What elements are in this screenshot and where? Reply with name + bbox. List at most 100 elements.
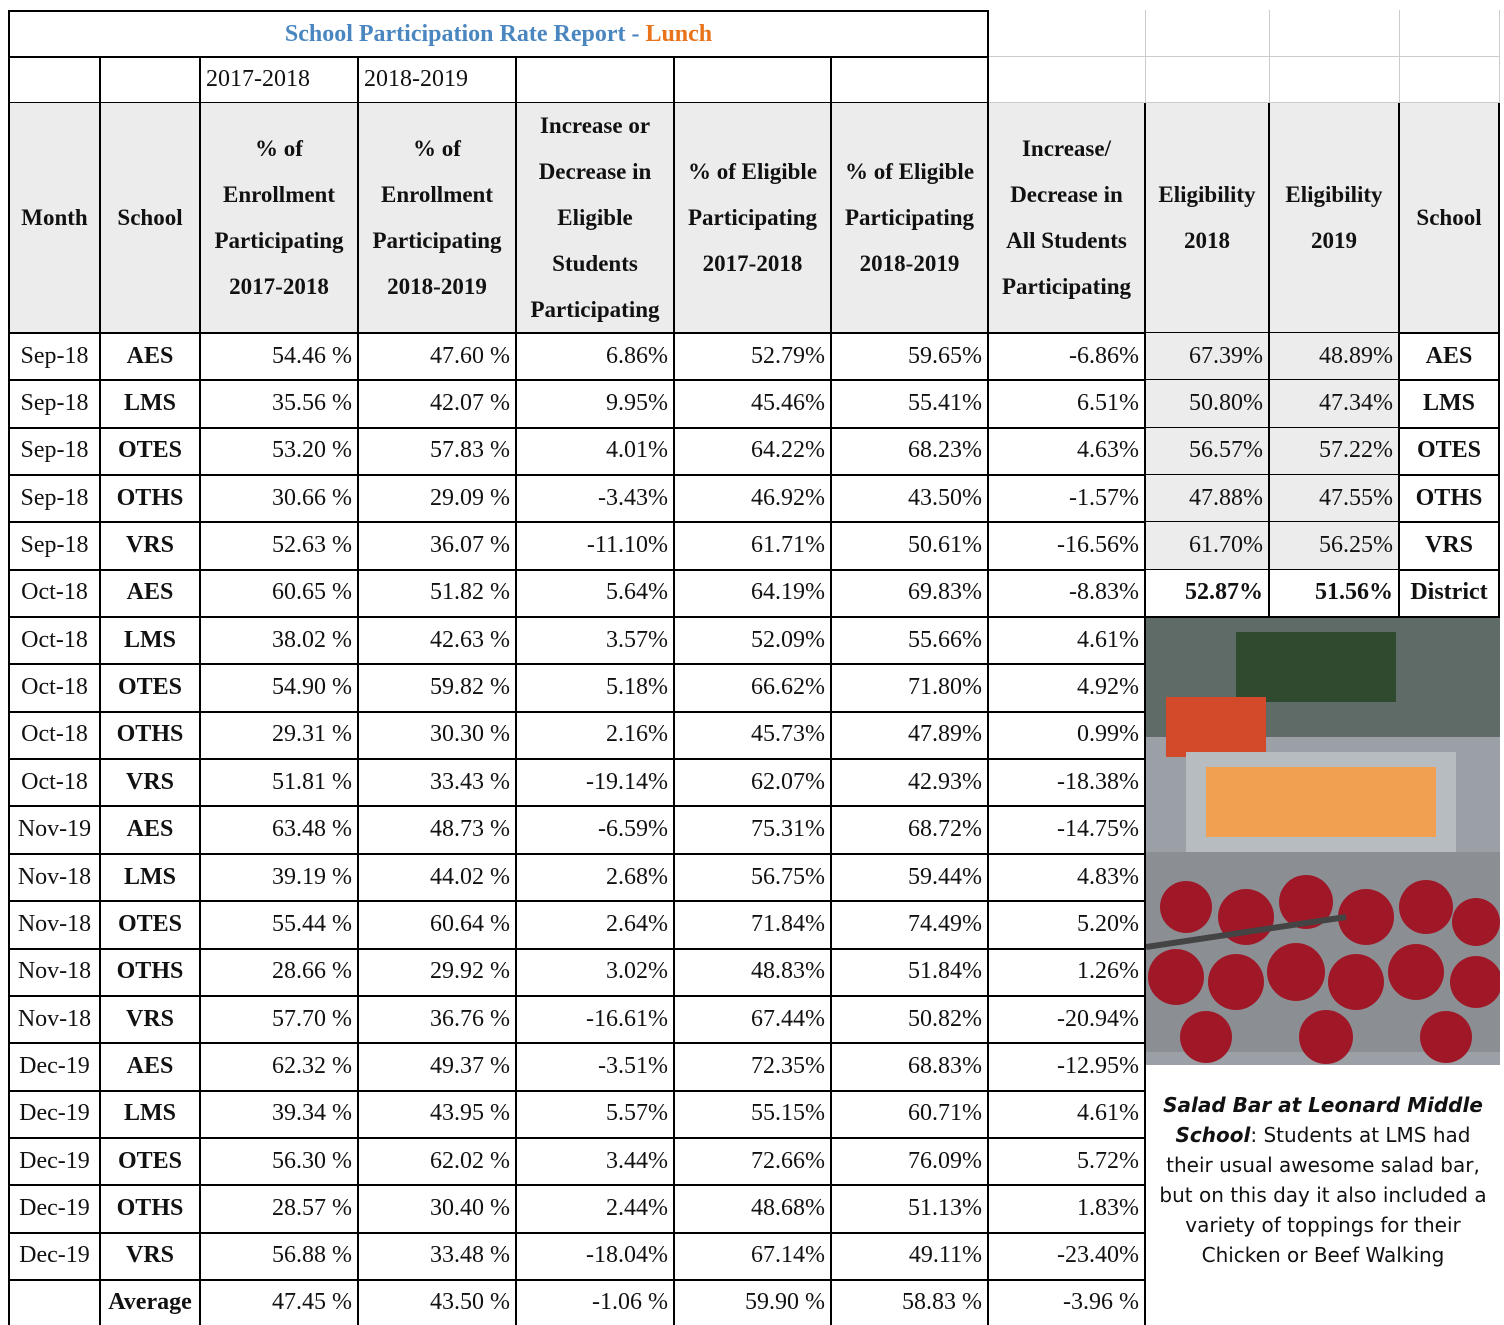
- title-cell: School Participation Rate Report - Lunch: [8, 10, 989, 58]
- value: -12.95%: [989, 1043, 1146, 1091]
- eligibility-value: 51.56%: [1270, 570, 1400, 618]
- value: 52.79%: [675, 333, 832, 381]
- average-value: 59.90 %: [675, 1280, 832, 1325]
- value: 1.83%: [989, 1185, 1146, 1233]
- value: 51.84%: [832, 949, 989, 997]
- month: Sep-18: [8, 475, 101, 523]
- month: Sep-18: [8, 333, 101, 381]
- school: AES: [101, 807, 201, 855]
- column-header: Eligibility 2018: [1146, 103, 1270, 334]
- value: 55.41%: [832, 380, 989, 428]
- value: -3.51%: [517, 1043, 675, 1091]
- value: 0.99%: [989, 712, 1146, 760]
- value: 29.31 %: [201, 712, 359, 760]
- empty-cell: [1146, 10, 1270, 57]
- value: 44.02 %: [359, 854, 517, 902]
- value: 33.43 %: [359, 759, 517, 807]
- value: 2.64%: [517, 901, 675, 949]
- value: -18.38%: [989, 759, 1146, 807]
- column-header: Eligibility 2019: [1270, 103, 1400, 334]
- value: 3.02%: [517, 949, 675, 997]
- value: 1.26%: [989, 949, 1146, 997]
- eligibility-value: 61.70%: [1146, 522, 1270, 570]
- value: 6.51%: [989, 380, 1146, 428]
- value: 63.48 %: [201, 807, 359, 855]
- value: 28.57 %: [201, 1185, 359, 1233]
- average-value: 47.45 %: [201, 1280, 359, 1325]
- value: 52.63 %: [201, 522, 359, 570]
- eligibility-school: AES: [1400, 333, 1500, 381]
- value: 60.65 %: [201, 570, 359, 618]
- value: 76.09%: [832, 1138, 989, 1186]
- value: 42.63 %: [359, 617, 517, 665]
- school: LMS: [101, 1091, 201, 1139]
- title: School Participation Rate Report -: [285, 21, 646, 48]
- value: 36.76 %: [359, 996, 517, 1044]
- empty-cell: [989, 10, 1146, 57]
- value: -8.83%: [989, 570, 1146, 618]
- eligibility-value: 56.57%: [1146, 428, 1270, 476]
- month: Oct-18: [8, 712, 101, 760]
- value: 71.84%: [675, 901, 832, 949]
- eligibility-school: OTES: [1400, 428, 1500, 476]
- value: 30.30 %: [359, 712, 517, 760]
- empty-cell: [1400, 10, 1500, 57]
- month: Nov-18: [8, 949, 101, 997]
- value: 56.75%: [675, 854, 832, 902]
- month: Nov-18: [8, 901, 101, 949]
- value: -20.94%: [989, 996, 1146, 1044]
- school: LMS: [101, 617, 201, 665]
- value: 60.64 %: [359, 901, 517, 949]
- value: 55.66%: [832, 617, 989, 665]
- value: 49.37 %: [359, 1043, 517, 1091]
- average-value: 43.50 %: [359, 1280, 517, 1325]
- empty-cell: [8, 57, 101, 104]
- column-header: % of Eligible Participating 2017-2018: [675, 103, 832, 334]
- value: 48.73 %: [359, 807, 517, 855]
- value: 33.48 %: [359, 1233, 517, 1281]
- value: 59.44%: [832, 854, 989, 902]
- eligibility-value: 48.89%: [1270, 333, 1400, 381]
- school: OTHS: [101, 1185, 201, 1233]
- eligibility-school: District: [1400, 570, 1500, 618]
- value: -18.04%: [517, 1233, 675, 1281]
- value: 66.62%: [675, 664, 832, 712]
- value: -19.14%: [517, 759, 675, 807]
- value: 69.83%: [832, 570, 989, 618]
- value: 4.61%: [989, 617, 1146, 665]
- column-header: % of Eligible Participating 2018-2019: [832, 103, 989, 334]
- value: 2.68%: [517, 854, 675, 902]
- empty-cell: [101, 57, 201, 104]
- eligibility-value: 57.22%: [1270, 428, 1400, 476]
- school: AES: [101, 570, 201, 618]
- value: 46.92%: [675, 475, 832, 523]
- value: 45.46%: [675, 380, 832, 428]
- column-header: % of Enrollment Participating 2018-2019: [359, 103, 517, 334]
- value: 56.88 %: [201, 1233, 359, 1281]
- school: VRS: [101, 1233, 201, 1281]
- school: OTHS: [101, 949, 201, 997]
- value: 75.31%: [675, 807, 832, 855]
- value: 28.66 %: [201, 949, 359, 997]
- year-label: 2017-2018: [201, 57, 359, 104]
- value: 39.19 %: [201, 854, 359, 902]
- value: 4.01%: [517, 428, 675, 476]
- value: 3.57%: [517, 617, 675, 665]
- month: Dec-19: [8, 1091, 101, 1139]
- value: 50.82%: [832, 996, 989, 1044]
- school: OTES: [101, 428, 201, 476]
- column-header: Increase or Decrease in Eligible Student…: [517, 103, 675, 334]
- value: -11.10%: [517, 522, 675, 570]
- value: -16.56%: [989, 522, 1146, 570]
- value: -14.75%: [989, 807, 1146, 855]
- eligibility-value: 47.88%: [1146, 475, 1270, 523]
- value: 4.61%: [989, 1091, 1146, 1139]
- value: 59.82 %: [359, 664, 517, 712]
- school: OTHS: [101, 712, 201, 760]
- month: Oct-18: [8, 617, 101, 665]
- empty-cell: [517, 57, 675, 104]
- month: Dec-19: [8, 1233, 101, 1281]
- school: AES: [101, 333, 201, 381]
- value: 38.02 %: [201, 617, 359, 665]
- eligibility-value: 67.39%: [1146, 333, 1270, 381]
